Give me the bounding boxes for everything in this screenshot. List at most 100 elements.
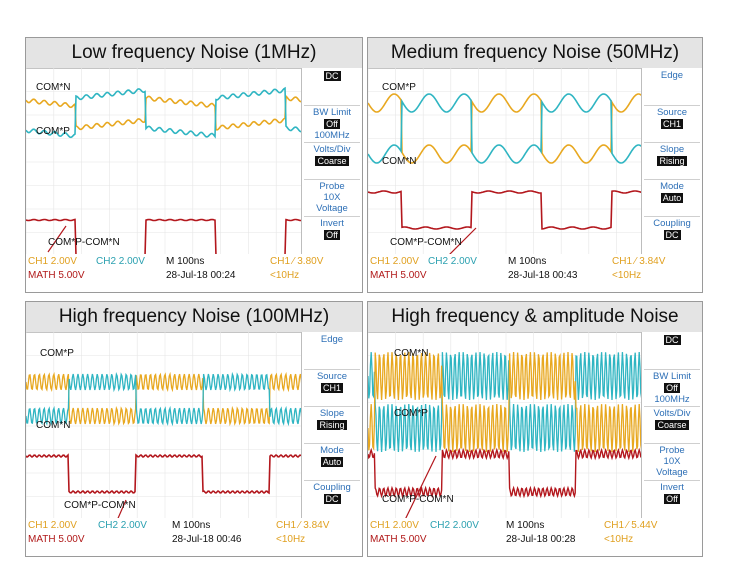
timebase: M 100ns bbox=[508, 256, 547, 267]
menu-item-label: Edge bbox=[320, 334, 344, 345]
scope-panel-high-freq: High frequency Noise (100MHz) Edge Source… bbox=[25, 301, 363, 557]
menu-item-edge[interactable]: Edge bbox=[302, 334, 362, 345]
scope-panel-medium-freq: Medium frequency Noise (50MHz) Edge Sourc… bbox=[367, 37, 703, 293]
timebase: M 100ns bbox=[172, 520, 211, 531]
waveform-display bbox=[368, 68, 702, 256]
side-menu: DC BW Limit Off 100MHz Volts/Div Coarse Probe 1… bbox=[301, 68, 362, 254]
annotation-arrow bbox=[47, 225, 67, 253]
menu-separator bbox=[644, 369, 700, 370]
waveform-label-diff: COM*P-COM*N bbox=[382, 494, 454, 505]
menu-item-slope[interactable]: Slope Rising bbox=[642, 144, 702, 167]
ch1-scale: CH1 2.00V bbox=[28, 520, 77, 531]
ch2-trace bbox=[368, 93, 644, 164]
menu-item-label: Coupling bbox=[313, 482, 351, 493]
menu-item-extra: Voltage bbox=[316, 203, 348, 214]
menu-item-value: CH1 bbox=[320, 383, 343, 393]
side-menu: Edge Source CH1 Slope Rising Mode Auto Coupling… bbox=[641, 68, 702, 254]
waveform-label-top: COM*P bbox=[40, 348, 74, 359]
menu-item-bw-limit[interactable]: BW Limit Off 100MHz bbox=[302, 107, 362, 141]
status-bar: CH1 2.00V CH2 2.00V M 100ns CH1 ⁄ 5.44V … bbox=[368, 518, 702, 556]
menu-item-value: DC bbox=[323, 494, 341, 504]
menu-separator bbox=[644, 216, 700, 217]
menu-item-label: Coupling bbox=[653, 218, 691, 229]
trigger-level: CH1 ⁄ 3.84V bbox=[612, 256, 666, 267]
menu-item-edge[interactable]: Edge bbox=[642, 70, 702, 81]
menu-item-coupling[interactable]: Coupling DC bbox=[642, 218, 702, 241]
menu-item-probe[interactable]: Probe 10X Voltage bbox=[302, 181, 362, 214]
menu-item-label: Invert bbox=[660, 482, 684, 493]
waveform-label-top: COM*N bbox=[36, 82, 71, 93]
waveform-label-diff: COM*P-COM*N bbox=[64, 500, 136, 511]
ch1-scale: CH1 2.00V bbox=[370, 520, 419, 531]
trigger-level: CH1 ⁄ 5.44V bbox=[604, 520, 658, 531]
trigger-freq: <10Hz bbox=[276, 534, 306, 545]
menu-item-value: Off bbox=[324, 119, 340, 129]
menu-item-volts-div[interactable]: Volts/Div Coarse bbox=[302, 144, 362, 167]
menu-item-label: Mode bbox=[320, 445, 344, 456]
annotation-arrow bbox=[447, 227, 477, 256]
date-time: 28-Jul-18 00:46 bbox=[172, 534, 242, 545]
menu-item-label: Slope bbox=[659, 144, 685, 155]
menu-item-label: Volts/Div bbox=[313, 144, 351, 155]
menu-item-label: BW Limit bbox=[313, 107, 351, 118]
math-trace bbox=[26, 453, 304, 495]
annotation-arrow bbox=[404, 455, 437, 520]
date-time: 28-Jul-18 00:43 bbox=[508, 270, 578, 281]
math-scale: MATH 5.00V bbox=[370, 270, 427, 281]
ch2-scale: CH2 2.00V bbox=[430, 520, 479, 531]
menu-item-label: Volts/Div bbox=[653, 408, 691, 419]
menu-item-value: DC bbox=[663, 230, 681, 240]
date-time: 28-Jul-18 00:28 bbox=[506, 534, 576, 545]
math-trace bbox=[368, 190, 644, 230]
panel-title: High frequency Noise (100MHz) bbox=[26, 302, 362, 333]
panel-title: High frequency & amplitude Noise bbox=[368, 302, 702, 333]
menu-item-value: Off bbox=[664, 494, 680, 504]
trigger-freq: <10Hz bbox=[270, 270, 300, 281]
timebase: M 100ns bbox=[506, 520, 545, 531]
menu-item-dc[interactable]: DC bbox=[642, 334, 702, 346]
menu-item-value: DC bbox=[323, 71, 341, 81]
math-scale: MATH 5.00V bbox=[28, 534, 85, 545]
menu-item-label: BW Limit bbox=[653, 371, 691, 382]
menu-item-extra: 10X bbox=[663, 456, 681, 467]
menu-item-label: Source bbox=[316, 371, 348, 382]
menu-item-label: Invert bbox=[320, 218, 344, 229]
waveform-label-top: COM*P bbox=[382, 82, 416, 93]
waveform-display bbox=[368, 332, 702, 520]
menu-item-label: Edge bbox=[660, 70, 684, 81]
menu-item-value: Rising bbox=[657, 156, 687, 166]
menu-item-coupling[interactable]: Coupling DC bbox=[302, 482, 362, 505]
menu-item-label: Source bbox=[656, 107, 688, 118]
status-bar: CH1 2.00V CH2 2.00V M 100ns CH1 ⁄ 3.80V … bbox=[26, 254, 362, 292]
menu-item-extra: 10X bbox=[323, 192, 341, 203]
menu-separator bbox=[644, 443, 700, 444]
menu-item-value: Coarse bbox=[315, 156, 349, 166]
status-bar: CH1 2.00V CH2 2.00V M 100ns CH1 ⁄ 3.84V … bbox=[368, 254, 702, 292]
menu-item-bw-limit[interactable]: BW Limit Off 100MHz bbox=[642, 371, 702, 405]
menu-item-source[interactable]: Source CH1 bbox=[642, 107, 702, 130]
menu-item-volts-div[interactable]: Volts/Div Coarse bbox=[642, 408, 702, 431]
ch1-trace bbox=[368, 93, 644, 164]
menu-item-value: Auto bbox=[320, 457, 344, 467]
menu-item-source[interactable]: Source CH1 bbox=[302, 371, 362, 394]
menu-item-probe[interactable]: Probe 10X Voltage bbox=[642, 445, 702, 478]
ch1-scale: CH1 2.00V bbox=[28, 256, 77, 267]
menu-item-mode[interactable]: Mode Auto bbox=[642, 181, 702, 204]
menu-item-value: Off bbox=[324, 230, 340, 240]
waveform-label-mid: COM*N bbox=[36, 420, 71, 431]
menu-separator bbox=[644, 480, 700, 481]
menu-item-value: CH1 bbox=[660, 119, 683, 129]
menu-item-dc[interactable]: DC bbox=[302, 70, 362, 82]
menu-item-invert[interactable]: Invert Off bbox=[642, 482, 702, 505]
status-bar: CH1 2.00V CH2 2.00V M 100ns CH1 ⁄ 3.84V … bbox=[26, 518, 362, 556]
menu-item-invert[interactable]: Invert Off bbox=[302, 218, 362, 241]
menu-item-slope[interactable]: Slope Rising bbox=[302, 408, 362, 431]
ch1-trace bbox=[26, 371, 304, 427]
ch2-trace bbox=[368, 351, 644, 453]
menu-item-label: Probe bbox=[659, 445, 685, 456]
menu-separator bbox=[304, 216, 360, 217]
panel-title: Low frequency Noise (1MHz) bbox=[26, 38, 362, 69]
menu-item-mode[interactable]: Mode Auto bbox=[302, 445, 362, 468]
timebase: M 100ns bbox=[166, 256, 205, 267]
menu-item-value: Off bbox=[664, 383, 680, 393]
